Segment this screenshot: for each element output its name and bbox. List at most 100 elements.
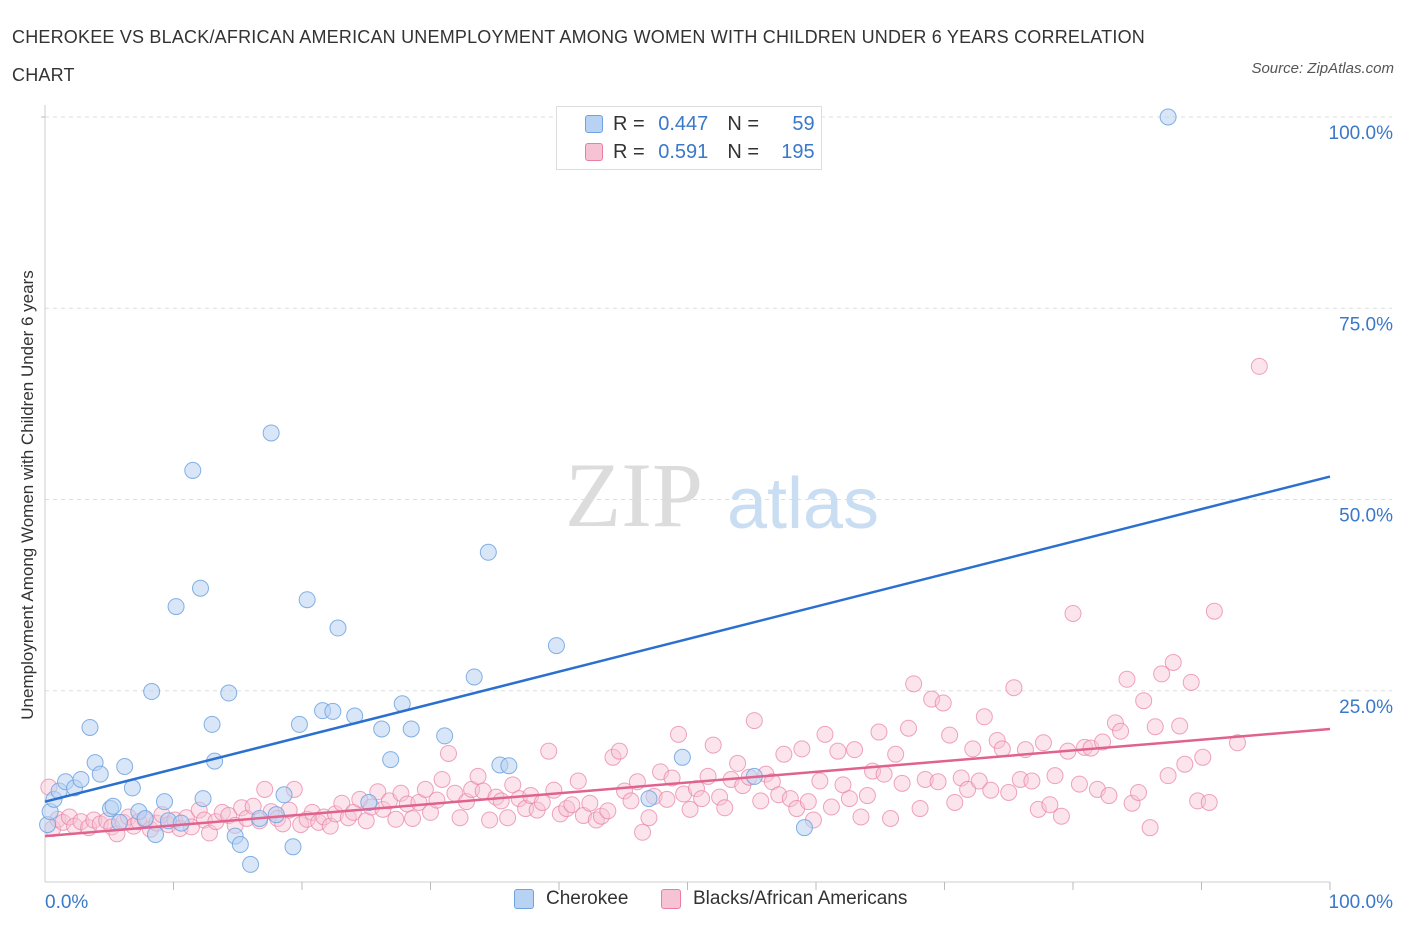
cherokee-point bbox=[275, 786, 293, 804]
cherokee-point bbox=[795, 819, 813, 837]
black-point bbox=[1023, 772, 1041, 790]
y-tick-label-25: 25.0% bbox=[1339, 697, 1393, 718]
black-point bbox=[326, 805, 344, 823]
cherokee-point bbox=[329, 619, 347, 637]
black-point bbox=[929, 773, 947, 791]
stats-legend: R = 0.447 N = 59 R = 0.591 N = 195 bbox=[556, 106, 822, 170]
black-point bbox=[858, 787, 876, 805]
series-blacks-points bbox=[40, 357, 1268, 843]
y-tick-label-100: 100.0% bbox=[1329, 123, 1394, 144]
black-point bbox=[658, 790, 676, 808]
black-point bbox=[392, 784, 410, 802]
black-point bbox=[1070, 775, 1088, 793]
watermark: ZIP atlas bbox=[565, 444, 879, 546]
tick-labels: 100.0% 75.0% 50.0% 25.0% 0.0% 100.0% bbox=[45, 123, 1393, 913]
black-point bbox=[1135, 692, 1153, 710]
cherokee-point bbox=[290, 715, 308, 733]
cherokee-point bbox=[284, 838, 302, 856]
black-point bbox=[900, 719, 918, 737]
legend-item-black: Blacks/African Americans bbox=[661, 888, 907, 910]
black-point bbox=[451, 809, 469, 827]
cherokee-point bbox=[465, 668, 483, 686]
black-point bbox=[852, 808, 870, 826]
black-point bbox=[887, 745, 905, 763]
black-point bbox=[704, 736, 722, 754]
cherokee-point bbox=[373, 720, 391, 738]
black-point bbox=[1052, 807, 1070, 825]
cherokee-swatch bbox=[585, 115, 603, 133]
black-point bbox=[1094, 733, 1112, 751]
trend-lines bbox=[44, 475, 1331, 838]
black-point bbox=[404, 810, 422, 828]
legend-item-cherokee: Cherokee bbox=[514, 888, 628, 910]
cherokee-n-label: N = bbox=[727, 112, 760, 135]
black-point bbox=[563, 796, 581, 814]
x-tick-label-0: 0.0% bbox=[45, 892, 88, 913]
black-point bbox=[581, 794, 599, 812]
cherokee-point bbox=[231, 836, 249, 854]
cherokee-point bbox=[104, 797, 122, 815]
cherokee-trend-line bbox=[44, 475, 1331, 803]
chart-title: CHEROKEE VS BLACK/AFRICAN AMERICAN UNEMP… bbox=[12, 27, 1145, 85]
black-point bbox=[816, 725, 834, 743]
black-point bbox=[504, 776, 522, 794]
black-point bbox=[1106, 714, 1124, 732]
black-point bbox=[988, 731, 1006, 749]
black-point bbox=[693, 790, 711, 808]
y-tick-label-50: 50.0% bbox=[1339, 506, 1393, 527]
stats-row-cherokee: R = 0.447 N = 59 bbox=[585, 111, 815, 137]
stats-row-black: R = 0.591 N = 195 bbox=[585, 139, 815, 165]
black-point bbox=[439, 744, 457, 762]
cherokee-point bbox=[184, 461, 202, 479]
black-point bbox=[993, 740, 1011, 758]
black-point bbox=[982, 781, 1000, 799]
black-point bbox=[1076, 738, 1094, 756]
cherokee-point bbox=[262, 424, 280, 442]
x-tick-label-100: 100.0% bbox=[1329, 892, 1394, 913]
cherokee-point bbox=[156, 793, 174, 811]
black-point bbox=[1112, 722, 1130, 740]
black-point bbox=[545, 781, 563, 799]
black-point bbox=[941, 726, 959, 744]
black-point bbox=[905, 675, 923, 693]
watermark-atlas: atlas bbox=[727, 464, 879, 544]
black-point bbox=[675, 785, 693, 803]
cherokee-r-label: R = bbox=[613, 112, 645, 135]
black-point bbox=[569, 772, 587, 790]
black-n-value: 195 bbox=[781, 140, 815, 163]
black-point bbox=[875, 765, 893, 783]
black-point bbox=[822, 798, 840, 816]
black-point bbox=[745, 712, 763, 730]
black-point bbox=[911, 800, 929, 818]
black-point bbox=[540, 742, 558, 760]
black-point bbox=[1228, 734, 1246, 752]
cherokee-point bbox=[123, 779, 141, 797]
black-point bbox=[1250, 357, 1268, 375]
black-point bbox=[964, 740, 982, 758]
black-point bbox=[1176, 755, 1194, 773]
cherokee-point bbox=[242, 855, 260, 873]
cherokee-point bbox=[402, 720, 420, 738]
black-point bbox=[793, 740, 811, 758]
black-point bbox=[256, 780, 274, 798]
black-point bbox=[1164, 653, 1182, 671]
black-point bbox=[729, 754, 747, 772]
black-point bbox=[533, 793, 551, 811]
black-point bbox=[1130, 783, 1148, 801]
cherokee-point bbox=[673, 748, 691, 766]
black-point bbox=[834, 776, 852, 794]
black-point bbox=[959, 780, 977, 798]
black-point bbox=[670, 725, 688, 743]
black-point bbox=[481, 811, 499, 829]
black-point bbox=[799, 793, 817, 811]
black-point bbox=[433, 770, 451, 788]
black-point bbox=[1200, 793, 1218, 811]
legend-cherokee-swatch bbox=[514, 889, 534, 909]
black-point bbox=[781, 790, 799, 808]
black-point bbox=[829, 742, 847, 760]
black-point bbox=[1205, 602, 1223, 620]
black-point bbox=[1194, 748, 1212, 766]
y-tick-label-75: 75.0% bbox=[1339, 314, 1393, 335]
black-point bbox=[604, 748, 622, 766]
black-point bbox=[499, 809, 517, 827]
